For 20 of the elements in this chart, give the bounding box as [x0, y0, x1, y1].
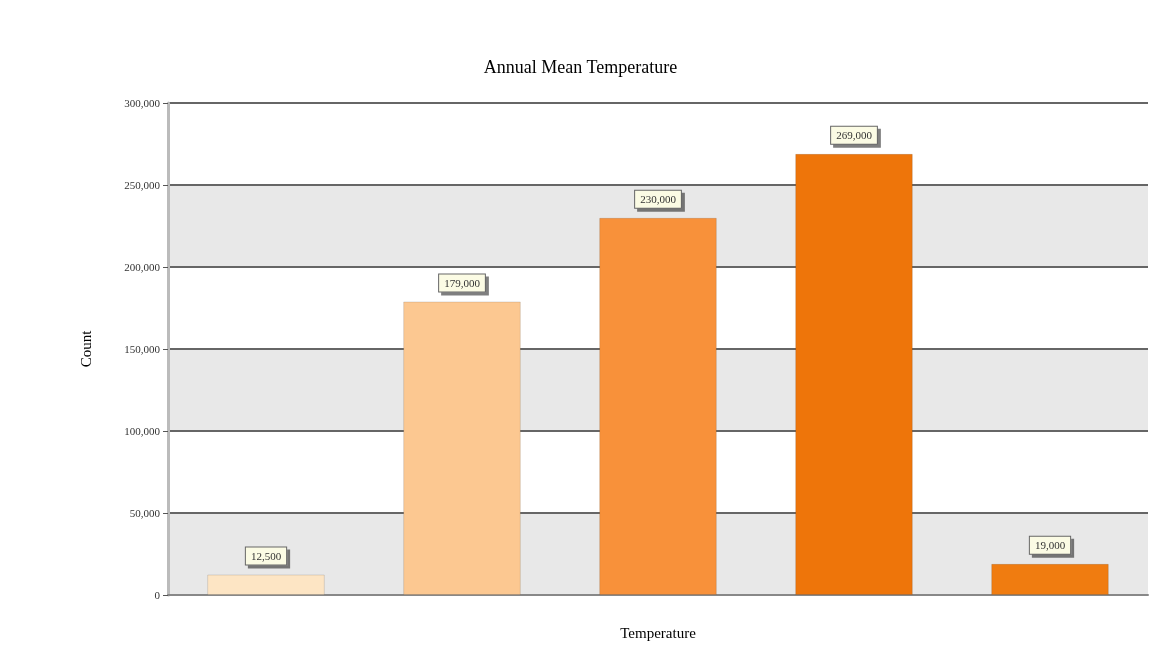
y-tick-label: 300,000 [124, 97, 161, 109]
y-axis-title: Count [77, 329, 94, 368]
bar [991, 563, 1109, 595]
data-label: 230,000 [640, 193, 677, 206]
y-tick-label: 0 [154, 589, 161, 601]
y-tick-label: 50,000 [129, 507, 161, 519]
bar [403, 301, 521, 595]
x-axis-title: Temperature [620, 624, 697, 641]
y-tick-label: 150,000 [124, 343, 161, 355]
bar [599, 217, 717, 595]
data-label: 179,000 [444, 276, 481, 289]
data-label: 12,500 [250, 550, 282, 562]
y-tick-label: 200,000 [124, 261, 161, 273]
bar [207, 574, 325, 595]
data-label: 19,000 [1034, 539, 1066, 552]
y-tick-label: 250,000 [124, 179, 161, 191]
chart-title: Annual Mean Temperature [483, 57, 678, 77]
y-tick-label: 100,000 [124, 425, 161, 437]
bar [795, 153, 913, 595]
data-label: 269,000 [836, 129, 873, 142]
